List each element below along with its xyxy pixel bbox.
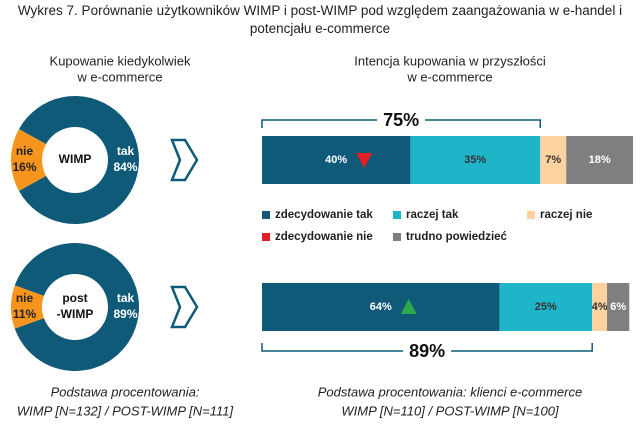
legend-label: zdecydowanie tak bbox=[275, 209, 373, 221]
slice-label: nie bbox=[16, 144, 34, 158]
pie-slice bbox=[14, 242, 139, 371]
legend-label: raczej tak bbox=[406, 209, 459, 221]
slice-label: tak bbox=[117, 291, 135, 305]
center-label: -WIMP bbox=[57, 307, 94, 321]
arrow bbox=[170, 138, 199, 182]
chart-subtitle: w e-commerce bbox=[76, 69, 162, 84]
center-label: WIMP bbox=[59, 152, 92, 166]
center-label: post bbox=[62, 291, 87, 305]
total-label-bg bbox=[377, 110, 426, 130]
slice-label: nie bbox=[16, 291, 34, 305]
bar-segment bbox=[410, 136, 541, 184]
slice-value-label: 11% bbox=[13, 307, 37, 321]
value-label: 6% bbox=[610, 301, 626, 313]
legend-label: zdecydowanie nie bbox=[275, 231, 373, 243]
bar-segment bbox=[262, 283, 500, 331]
slice-value-label: 84% bbox=[113, 160, 137, 174]
value-label: 64% bbox=[370, 301, 392, 313]
footnote: Podstawa procentowania: klienci e-commer… bbox=[318, 384, 582, 399]
legend-label: raczej nie bbox=[540, 209, 592, 221]
value-label: 7% bbox=[545, 154, 561, 166]
total-label-bg bbox=[403, 341, 452, 361]
slice-label: tak bbox=[117, 144, 135, 158]
bar-segment bbox=[262, 136, 411, 184]
total-label: 75% bbox=[383, 110, 419, 130]
pie-slice bbox=[18, 96, 139, 224]
legend-swatch bbox=[527, 211, 535, 219]
total-label: 89% bbox=[409, 341, 445, 361]
bar-segment bbox=[540, 136, 567, 184]
bar-segment bbox=[592, 283, 608, 331]
page-title: Wykres 7. Porównanie użytkowników WIMP i… bbox=[17, 3, 623, 36]
footnote: WIMP [N=132] / POST-WIMP [N=111] bbox=[17, 403, 234, 418]
bar-segment bbox=[566, 136, 633, 184]
legend-label: trudno powiedzieć bbox=[406, 231, 508, 243]
chart-subtitle: Kupowanie kiedykolwiek bbox=[50, 53, 191, 68]
value-label: 40% bbox=[325, 154, 347, 166]
chart-subtitle: Intencja kupowania w przyszłości bbox=[354, 53, 546, 68]
legend-swatch bbox=[393, 211, 401, 219]
footnote: WIMP [N=110] / POST-WIMP [N=100] bbox=[341, 403, 559, 418]
pie-slice bbox=[11, 129, 47, 191]
value-label: 35% bbox=[464, 154, 486, 166]
trend-marker bbox=[356, 153, 373, 168]
pie-slice bbox=[10, 285, 44, 329]
value-label: 4% bbox=[592, 301, 608, 313]
legend-swatch bbox=[262, 233, 270, 241]
legend-swatch bbox=[262, 211, 270, 219]
legend-swatch bbox=[393, 233, 401, 241]
slice-value-label: 89% bbox=[113, 307, 137, 321]
value-label: 18% bbox=[589, 154, 611, 166]
trend-marker bbox=[400, 299, 417, 314]
arrow bbox=[170, 285, 199, 329]
value-label: 25% bbox=[535, 301, 557, 313]
footnote: Podstawa procentowania: bbox=[51, 384, 200, 399]
bar-segment bbox=[499, 283, 593, 331]
chart-subtitle: w e-commerce bbox=[406, 69, 492, 84]
bar-segment bbox=[607, 283, 630, 331]
slice-value-label: 16% bbox=[12, 160, 36, 174]
